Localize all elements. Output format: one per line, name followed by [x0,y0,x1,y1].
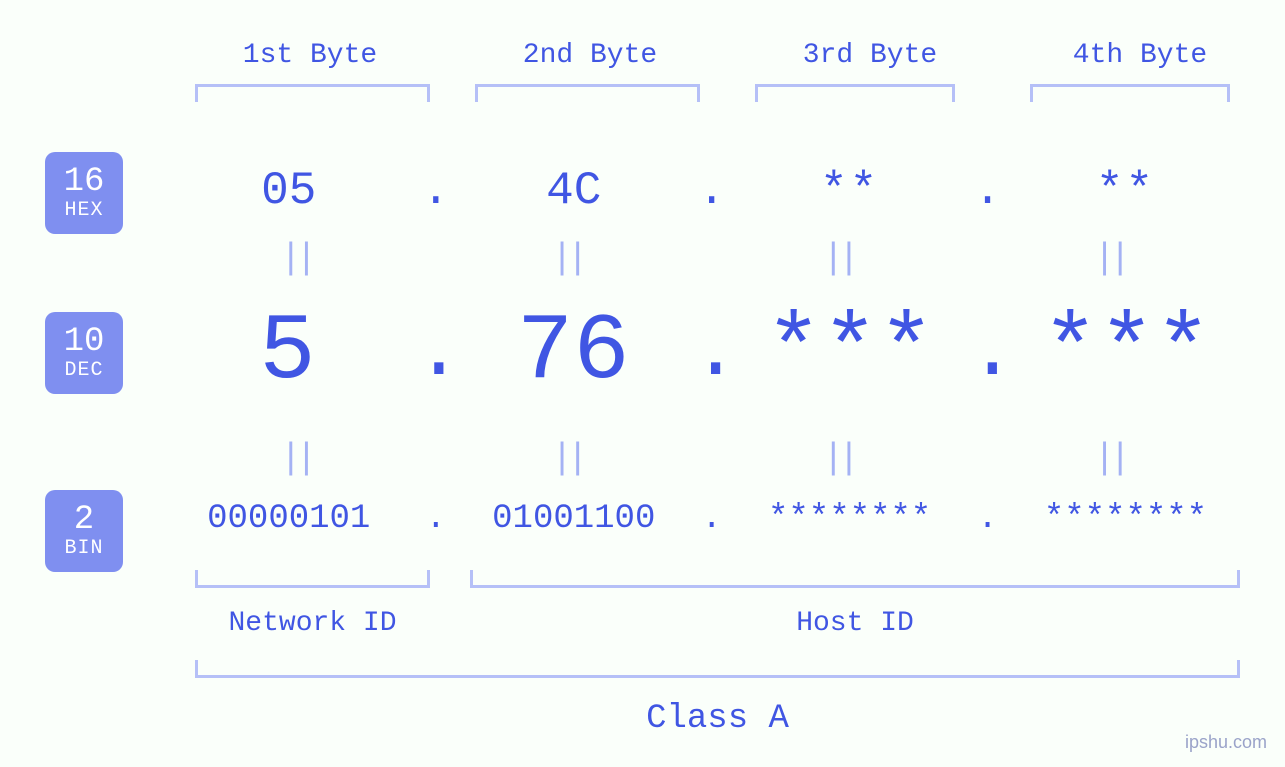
byte-header-4: 4th Byte [1010,40,1270,71]
bin-byte-2: 01001100 [454,500,693,538]
badge-dec: 10 DEC [45,312,123,394]
bin-byte-4: ******** [1006,500,1245,538]
hex-byte-2: 4C [454,165,693,217]
dec-byte-3: *** [732,300,969,406]
network-id-bracket [195,570,430,588]
equals-row-1: || || || || [160,238,1245,279]
equals-icon: || [431,438,702,479]
equals-icon: || [703,238,974,279]
dot-separator: . [415,308,455,399]
byte-header-2: 2nd Byte [460,40,720,71]
dot-separator: . [969,500,1006,538]
host-id-bracket [470,570,1240,588]
ip-address-diagram: 1st Byte 2nd Byte 3rd Byte 4th Byte 16 H… [0,0,1285,767]
badge-bin-label: BIN [64,538,103,559]
hex-byte-1: 05 [160,165,417,217]
dot-separator: . [968,308,1008,399]
badge-hex: 16 HEX [45,152,123,234]
top-bracket-1 [195,84,430,102]
dec-byte-4: *** [1008,300,1245,406]
host-id-label: Host ID [470,608,1240,639]
dec-byte-2: 76 [455,300,692,406]
bin-byte-1: 00000101 [160,500,417,538]
hex-row: 05 . 4C . ** . ** [160,165,1245,217]
top-bracket-4 [1030,84,1230,102]
badge-bin-base: 2 [74,503,94,539]
badge-hex-label: HEX [64,200,103,221]
equals-icon: || [974,438,1245,479]
equals-icon: || [974,238,1245,279]
equals-row-2: || || || || [160,438,1245,479]
top-bracket-2 [475,84,700,102]
equals-icon: || [703,438,974,479]
equals-icon: || [160,238,431,279]
dot-separator: . [969,165,1006,217]
dot-separator: . [693,500,730,538]
network-id-label: Network ID [195,608,430,639]
bin-row: 00000101 . 01001100 . ******** . *******… [160,500,1245,538]
equals-icon: || [160,438,431,479]
byte-header-1: 1st Byte [180,40,440,71]
class-label: Class A [195,700,1240,738]
dec-byte-1: 5 [160,300,415,406]
dot-separator: . [417,500,454,538]
hex-byte-4: ** [1006,165,1245,217]
badge-bin: 2 BIN [45,490,123,572]
top-bracket-3 [755,84,955,102]
badge-dec-base: 10 [64,325,105,361]
bin-byte-3: ******** [730,500,969,538]
equals-icon: || [431,238,702,279]
dot-separator: . [693,165,730,217]
dot-separator: . [692,308,732,399]
badge-dec-label: DEC [64,360,103,381]
dec-row: 5 . 76 . *** . *** [160,300,1245,406]
dot-separator: . [417,165,454,217]
watermark: ipshu.com [1185,732,1267,753]
hex-byte-3: ** [730,165,969,217]
byte-header-3: 3rd Byte [740,40,1000,71]
badge-hex-base: 16 [64,165,105,201]
class-bracket [195,660,1240,678]
